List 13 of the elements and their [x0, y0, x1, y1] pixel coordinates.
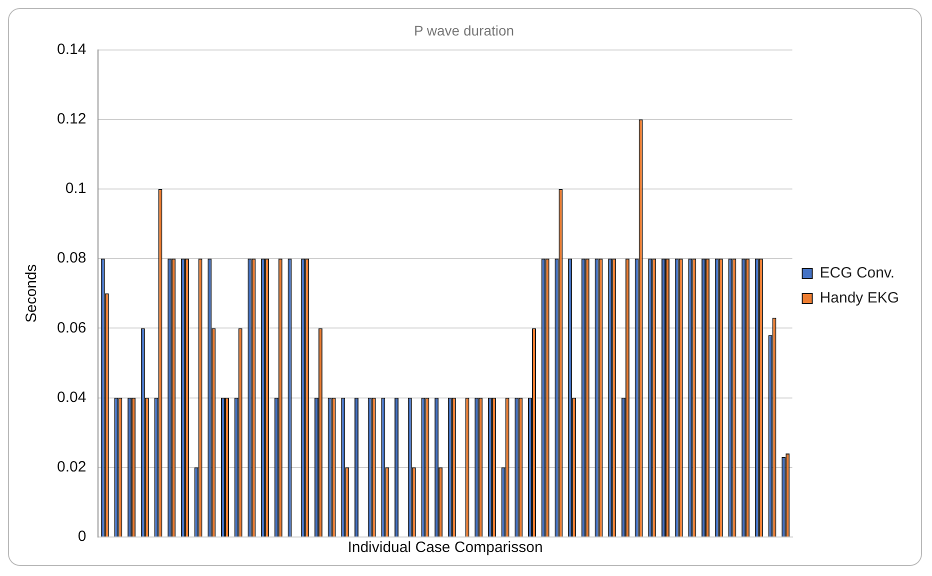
chart-title: P wave duration — [414, 22, 514, 38]
y-tick-label: 0.04 — [56, 388, 86, 406]
y-tick-label: 0 — [78, 528, 86, 546]
legend-label: Handy EKG — [820, 290, 900, 307]
y-tick-label: 0.1 — [65, 180, 86, 198]
y-tick-label: 0.08 — [56, 250, 86, 267]
x-axis-title: Individual Case Comparisson — [348, 539, 543, 556]
y-tick-label: 0.02 — [56, 458, 86, 476]
legend-label: ECG Conv. — [820, 264, 895, 282]
y-tick-label: 0.12 — [56, 110, 86, 128]
y-tick-label: 0.06 — [56, 319, 86, 336]
y-axis-title: Seconds — [23, 264, 40, 323]
y-tick-label: 0.14 — [56, 40, 86, 58]
